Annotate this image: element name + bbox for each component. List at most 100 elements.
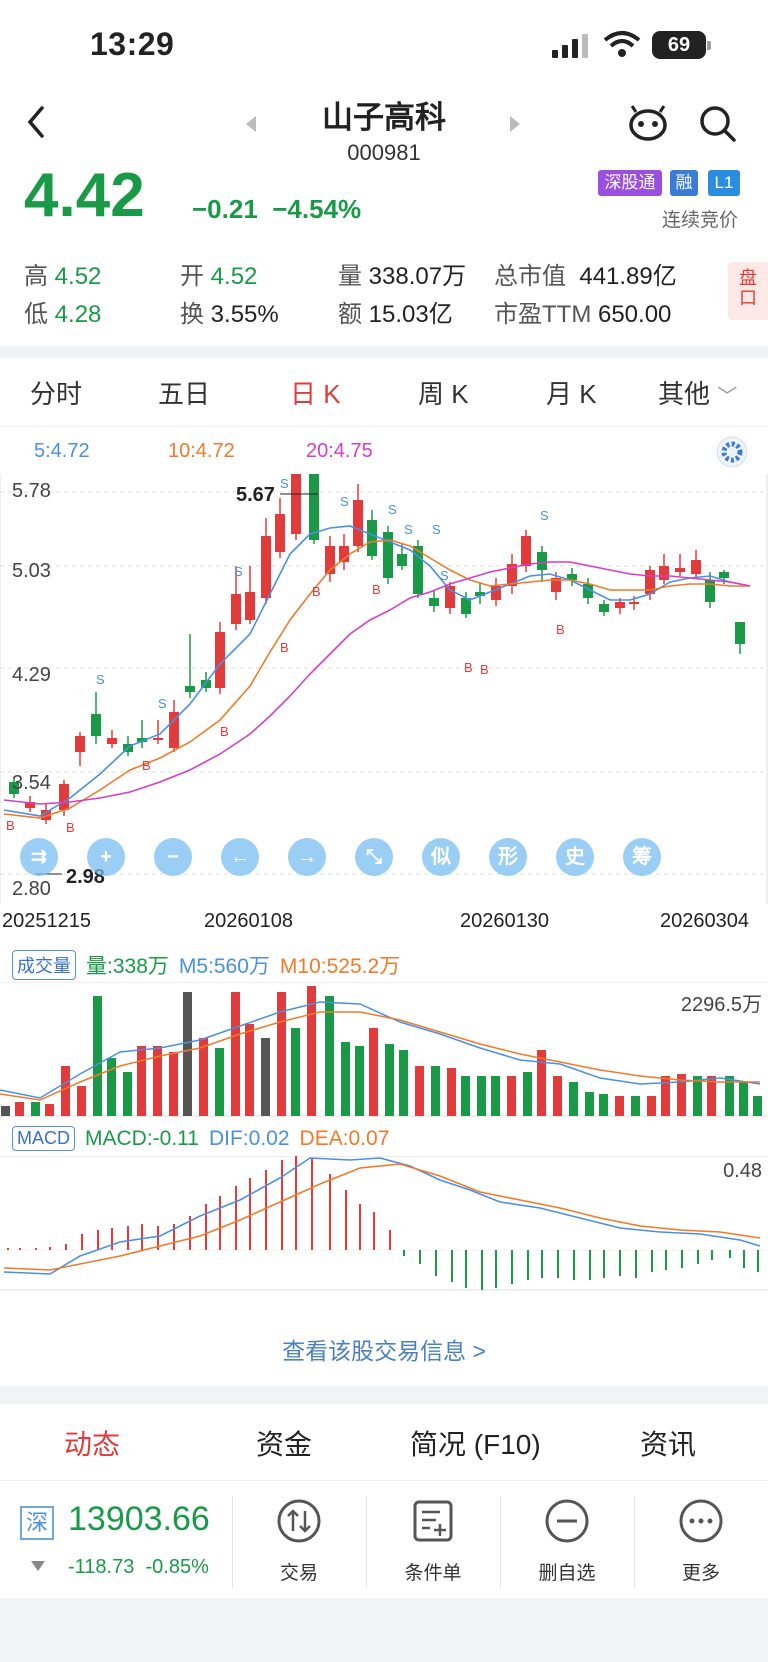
toolbar-separator: [366, 1496, 367, 1588]
chart-tool-button[interactable]: ⤡: [355, 838, 393, 876]
tab-capital[interactable]: 资金: [256, 1429, 313, 1460]
candle: [583, 578, 593, 604]
chart-tool-button[interactable]: 史: [556, 838, 594, 876]
price-axis-tick: 4.29: [12, 664, 51, 686]
volume-indicator-button[interactable]: 成交量: [12, 950, 76, 980]
volume-bar: [569, 1082, 578, 1116]
chart-tool-button[interactable]: 形: [489, 838, 527, 876]
volume-bar: [231, 992, 240, 1116]
ma20-legend: 20:4.75: [306, 440, 373, 462]
volume-bar: [523, 1072, 532, 1116]
tab-profile[interactable]: 简况 (F10): [410, 1429, 541, 1460]
trade-info-link[interactable]: 查看该股交易信息 >: [282, 1338, 486, 1364]
volume-bar: [739, 1082, 748, 1116]
candle: [9, 778, 19, 798]
volume-bar: [291, 1028, 300, 1116]
volume-bar: [693, 1076, 702, 1116]
price-axis-tick: 2.80: [12, 878, 51, 900]
tab-monthly-k[interactable]: 月 K: [546, 379, 597, 409]
chart-tool-button[interactable]: ⇉: [20, 838, 58, 876]
candle: [735, 622, 745, 654]
candle: [429, 590, 439, 612]
pankou-button[interactable]: 盘口: [728, 262, 768, 320]
volume-bar: [1, 1106, 10, 1116]
tab-other[interactable]: 其他 ﹀: [658, 379, 738, 409]
conditional-order-icon[interactable]: [410, 1498, 456, 1544]
volume-bar: [169, 1052, 178, 1116]
stat-volume: 量 338.07万: [338, 263, 467, 290]
candle: [383, 526, 393, 584]
more-icon[interactable]: [678, 1498, 724, 1544]
trade-icon[interactable]: [276, 1498, 322, 1544]
back-icon[interactable]: [24, 104, 48, 140]
remove-watchlist-label[interactable]: 删自选: [538, 1563, 596, 1584]
volume-bar: [615, 1096, 624, 1116]
candle: [475, 582, 485, 604]
status-time: 13:29: [90, 26, 175, 62]
volume-bar: [537, 1050, 546, 1116]
sz-index-badge[interactable]: 深: [20, 1506, 54, 1540]
volume-bar: [261, 1038, 270, 1116]
badge-margin[interactable]: 融: [670, 170, 698, 196]
stat-open: 开 4.52: [180, 263, 258, 290]
candle: [659, 554, 669, 584]
tab-intraday[interactable]: 分时: [30, 379, 83, 409]
price-axis-tick: 5.78: [12, 480, 51, 502]
stock-code: 000981: [347, 140, 421, 165]
conditional-order-label[interactable]: 条件单: [404, 1563, 462, 1584]
macd-chart[interactable]: [0, 1156, 768, 1292]
badge-sgt[interactable]: 深股通: [598, 170, 662, 196]
badge-l1[interactable]: L1: [708, 170, 740, 196]
chart-tool-button[interactable]: 筹: [623, 838, 661, 876]
tab-daily-k[interactable]: 日 K: [290, 379, 341, 409]
prev-stock-icon[interactable]: [244, 114, 258, 134]
index-value[interactable]: 13903.66: [68, 1500, 210, 1538]
sell-marker: S: [158, 696, 167, 711]
volume-bar: [477, 1076, 486, 1116]
candle: [215, 622, 225, 694]
chart-tool-button[interactable]: ←: [221, 838, 259, 876]
volume-bar: [325, 996, 334, 1116]
volume-bar: [647, 1096, 656, 1116]
max-price-label: 5.67: [236, 484, 275, 506]
tab-weekly-k[interactable]: 周 K: [418, 379, 469, 409]
tab-news-feed[interactable]: 动态: [64, 1429, 121, 1460]
volume-bar: [137, 1046, 146, 1116]
candle: [491, 578, 501, 606]
sell-marker: S: [340, 494, 349, 509]
next-stock-icon[interactable]: [508, 114, 522, 134]
change-value: −0.21: [192, 194, 258, 224]
macd-indicator-button[interactable]: MACD: [12, 1126, 75, 1151]
chart-tool-button[interactable]: −: [154, 838, 192, 876]
chart-tool-button[interactable]: +: [87, 838, 125, 876]
more-label[interactable]: 更多: [681, 1563, 720, 1584]
volume-bar: [77, 1086, 86, 1116]
volume-bar: [507, 1076, 516, 1116]
settings-gear-icon[interactable]: [716, 436, 748, 468]
robot-icon[interactable]: [628, 104, 668, 142]
sell-marker: S: [234, 564, 243, 579]
remove-watchlist-icon[interactable]: [544, 1498, 590, 1544]
battery-indicator: 69: [652, 31, 706, 59]
chart-tool-button[interactable]: 似: [422, 838, 460, 876]
buy-marker: B: [464, 660, 473, 675]
volume-bar: [277, 992, 286, 1116]
buy-marker: B: [372, 582, 381, 597]
tab-info[interactable]: 资讯: [640, 1429, 697, 1460]
candle: [339, 534, 349, 570]
candle: [551, 572, 561, 600]
toolbar-separator: [634, 1496, 635, 1588]
current-price: 4.42: [24, 161, 145, 230]
candle: [691, 550, 701, 578]
search-icon[interactable]: [698, 104, 738, 144]
trading-status: 连续竞价: [662, 210, 739, 231]
chart-tool-button[interactable]: →: [288, 838, 326, 876]
volume-bar: [307, 986, 316, 1116]
tab-five-day[interactable]: 五日: [158, 379, 211, 409]
trade-label[interactable]: 交易: [279, 1563, 318, 1584]
volume-bar: [215, 1048, 224, 1116]
volume-chart[interactable]: [0, 982, 768, 1118]
volume-bar: [31, 1102, 40, 1116]
buy-marker: B: [312, 584, 321, 599]
